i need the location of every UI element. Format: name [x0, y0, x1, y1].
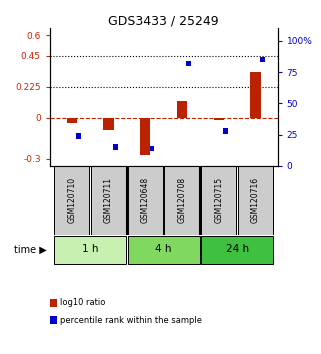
Bar: [150, 145, 154, 151]
Text: 4 h: 4 h: [155, 244, 172, 255]
Text: 24 h: 24 h: [226, 244, 249, 255]
Text: GSM120710: GSM120710: [67, 177, 76, 223]
Title: GDS3433 / 25249: GDS3433 / 25249: [108, 14, 219, 27]
Bar: [67, 118, 77, 123]
Bar: [164, 166, 200, 235]
Bar: [250, 72, 261, 118]
Text: GSM120711: GSM120711: [104, 177, 113, 223]
Bar: [260, 57, 265, 62]
Bar: [91, 166, 126, 235]
Bar: [128, 166, 163, 235]
Bar: [140, 118, 151, 155]
Text: GSM120716: GSM120716: [251, 177, 260, 223]
Bar: [201, 236, 273, 264]
Bar: [113, 144, 117, 150]
Text: GSM120648: GSM120648: [141, 177, 150, 223]
Text: log10 ratio: log10 ratio: [60, 298, 105, 307]
Text: time ▶: time ▶: [14, 244, 47, 255]
Bar: [223, 128, 228, 133]
Bar: [76, 133, 81, 138]
Bar: [214, 118, 224, 120]
Text: 1 h: 1 h: [82, 244, 99, 255]
Bar: [128, 236, 200, 264]
Text: percentile rank within the sample: percentile rank within the sample: [60, 316, 202, 325]
Bar: [54, 166, 90, 235]
Text: GSM120708: GSM120708: [178, 177, 187, 223]
Bar: [186, 61, 191, 66]
Bar: [201, 166, 237, 235]
Text: GSM120715: GSM120715: [214, 177, 223, 223]
Bar: [54, 236, 126, 264]
Bar: [238, 166, 273, 235]
Bar: [103, 118, 114, 130]
Bar: [177, 101, 187, 118]
